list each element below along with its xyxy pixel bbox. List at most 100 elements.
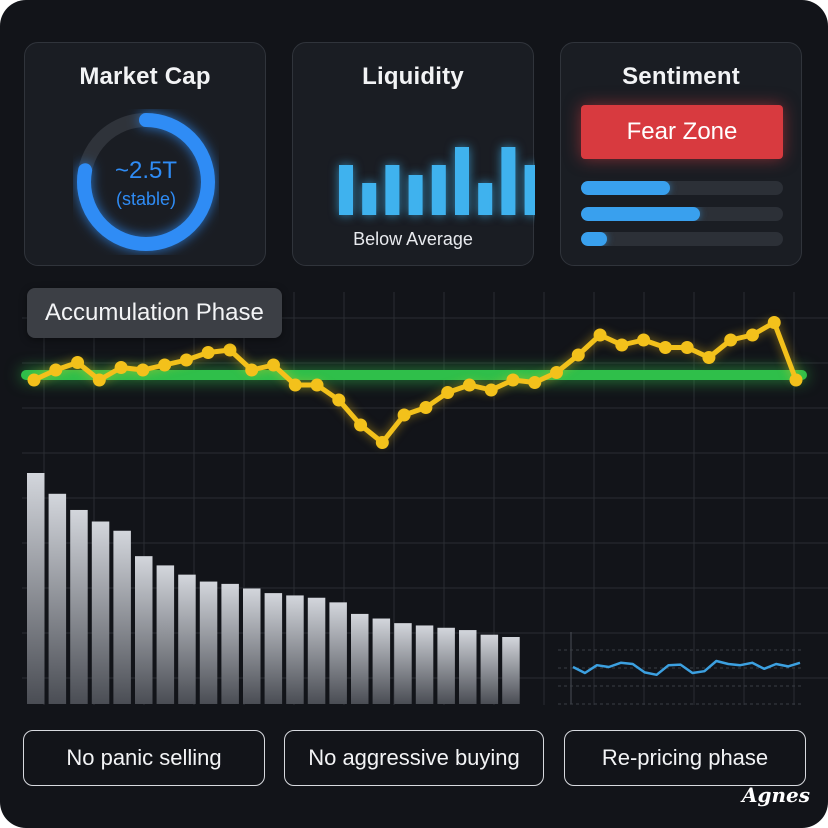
volume-bar: [48, 493, 67, 704]
volume-bar: [91, 521, 110, 704]
liquidity-bar: [385, 165, 400, 215]
price-point: [27, 373, 41, 387]
price-point: [71, 356, 85, 369]
price-point: [49, 363, 63, 377]
pill-repricing-phase: Re-pricing phase: [564, 730, 806, 786]
market-cap-ring: ~2.5T (stable): [73, 109, 219, 255]
price-point: [767, 316, 781, 329]
volume-bar: [70, 509, 88, 704]
volume-bar: [459, 630, 477, 704]
price-point: [571, 348, 585, 362]
price-point: [702, 351, 716, 364]
pill-no-aggressive-buying: No aggressive buying: [284, 730, 544, 786]
volume-bar: [415, 625, 434, 704]
price-point: [680, 341, 694, 354]
volume-bar: [286, 595, 304, 704]
market-cap-status: (stable): [115, 189, 177, 209]
svg-text:Agnes: Agnes: [740, 783, 810, 807]
volume-bar: [394, 623, 412, 704]
price-point: [201, 346, 215, 359]
sentiment-title: Sentiment: [622, 63, 740, 90]
volume-bar: [437, 627, 455, 704]
liquidity-bar: [478, 183, 493, 215]
volume-bar: [135, 556, 153, 704]
market-cap-title: Market Cap: [79, 63, 211, 90]
price-point: [288, 378, 302, 392]
sentiment-bar-3: [581, 232, 783, 246]
liquidity-bar: [501, 147, 516, 215]
price-point: [745, 328, 759, 342]
volume-bar: [480, 634, 499, 704]
volume-bars: [27, 473, 520, 704]
price-point: [266, 358, 280, 372]
liquidity-status: Below Average: [353, 229, 473, 249]
price-point: [637, 333, 651, 347]
liquidity-bar: [431, 165, 446, 215]
price-point: [223, 343, 237, 357]
volume-bar: [113, 530, 131, 704]
volume-bar: [221, 583, 239, 704]
volume-bar: [178, 574, 196, 704]
liquidity-card: Liquidity Below Average: [292, 42, 535, 266]
liquidity-bar: [339, 165, 353, 215]
price-point: [528, 376, 542, 389]
volume-bar: [502, 637, 520, 704]
volume-bar: [156, 565, 175, 704]
price-point: [310, 378, 324, 392]
sentiment-bar-fill: [581, 232, 608, 246]
price-point: [375, 436, 389, 449]
liquidity-bar: [408, 175, 423, 215]
sentiment-card: Sentiment Fear Zone: [560, 42, 802, 266]
price-point: [441, 386, 455, 399]
price-point: [114, 361, 128, 374]
sentiment-bar-1: [581, 181, 783, 195]
price-point: [245, 363, 259, 377]
liquidity-bar: [524, 165, 535, 215]
market-cap-card: Market Cap ~2.5T (stable): [24, 42, 266, 266]
price-point: [506, 373, 520, 387]
price-point: [658, 341, 672, 354]
volume-bar: [243, 588, 261, 704]
price-line-path: [32, 320, 799, 445]
mini-line-path: [572, 659, 801, 677]
price-point: [484, 383, 498, 397]
market-cap-value: ~2.5T: [114, 157, 178, 184]
price-point: [593, 328, 607, 342]
price-point: [354, 418, 368, 432]
sentiment-bar-fill: [581, 207, 701, 221]
price-point: [136, 363, 150, 377]
volume-bar: [307, 597, 326, 704]
volume-bar: [372, 618, 391, 704]
fear-zone-badge: Fear Zone: [581, 105, 783, 159]
signature-icon: Agnes: [740, 783, 810, 807]
signature-logo: Agnes: [740, 782, 810, 813]
sentiment-bar-fill: [581, 181, 670, 195]
price-point: [179, 353, 193, 367]
volume-bar: [199, 581, 218, 704]
phase-label: Accumulation Phase: [27, 288, 282, 338]
main-chart: [21, 292, 828, 705]
price-point: [550, 366, 564, 379]
price-point: [92, 373, 106, 387]
volume-bar: [351, 613, 369, 704]
price-point: [332, 393, 346, 407]
price-point: [462, 378, 476, 392]
ring-gauge-icon: [77, 113, 215, 251]
market-cap-ring-fill: [77, 113, 215, 251]
price-point: [397, 408, 411, 422]
volume-bar: [27, 473, 45, 704]
volume-bar: [264, 593, 283, 704]
pill-no-panic-selling: No panic selling: [23, 730, 265, 786]
volume-bar: [329, 602, 347, 704]
price-point: [419, 401, 433, 414]
liquidity-bar: [455, 147, 469, 215]
sentiment-bar-2: [581, 207, 783, 221]
mini-line-chart: [558, 632, 804, 705]
price-point: [615, 338, 629, 352]
liquidity-bar-chart: [339, 147, 535, 215]
price-point: [789, 373, 803, 387]
price-point: [158, 358, 172, 372]
liquidity-title: Liquidity: [362, 63, 464, 90]
price-line: [27, 316, 803, 449]
